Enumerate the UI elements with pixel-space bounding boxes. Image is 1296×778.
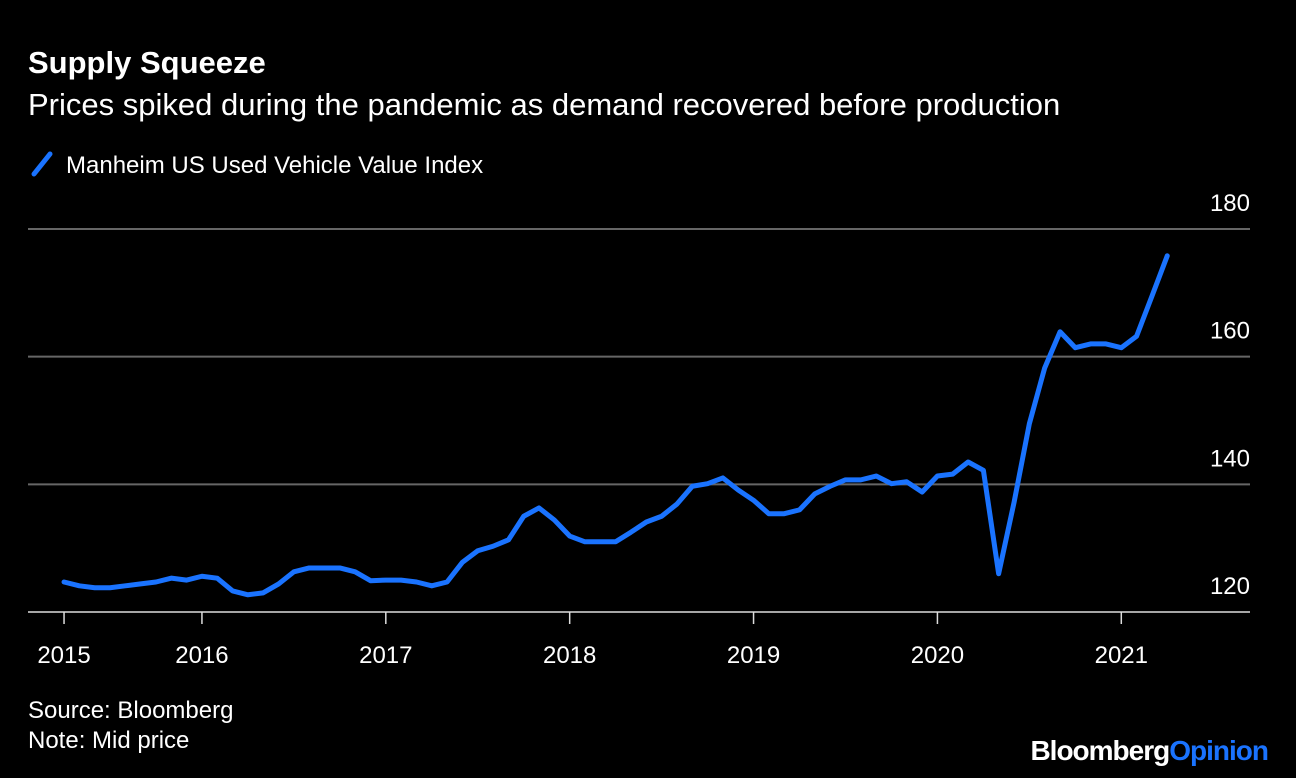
y-tick-label: 140 bbox=[1210, 445, 1250, 472]
brand-section: Opinion bbox=[1169, 735, 1268, 766]
x-tick-label: 2019 bbox=[727, 642, 780, 669]
legend-label: Manheim US Used Vehicle Value Index bbox=[66, 152, 483, 179]
y-tick-label: 180 bbox=[1210, 190, 1250, 217]
x-tick-label: 2017 bbox=[359, 642, 412, 669]
x-tick-label: 2020 bbox=[911, 642, 964, 669]
x-tick-label: 2015 bbox=[37, 642, 90, 669]
y-tick-label: 160 bbox=[1210, 318, 1250, 345]
y-tick-label: 120 bbox=[1210, 573, 1250, 600]
x-tick-label: 2021 bbox=[1095, 642, 1148, 669]
series-line bbox=[61, 253, 1170, 598]
brand-logo: BloombergOpinion bbox=[1030, 735, 1268, 766]
source: Source: Bloomberg bbox=[28, 697, 233, 724]
chart-title: Supply Squeeze bbox=[28, 45, 266, 80]
brand-name: Bloomberg bbox=[1030, 735, 1169, 766]
note: Note: Mid price bbox=[28, 727, 189, 754]
legend-swatch bbox=[31, 151, 53, 177]
x-tick-label: 2018 bbox=[543, 642, 596, 669]
chart-subtitle: Prices spiked during the pandemic as dem… bbox=[28, 87, 1060, 122]
x-tick-label: 2016 bbox=[175, 642, 228, 669]
